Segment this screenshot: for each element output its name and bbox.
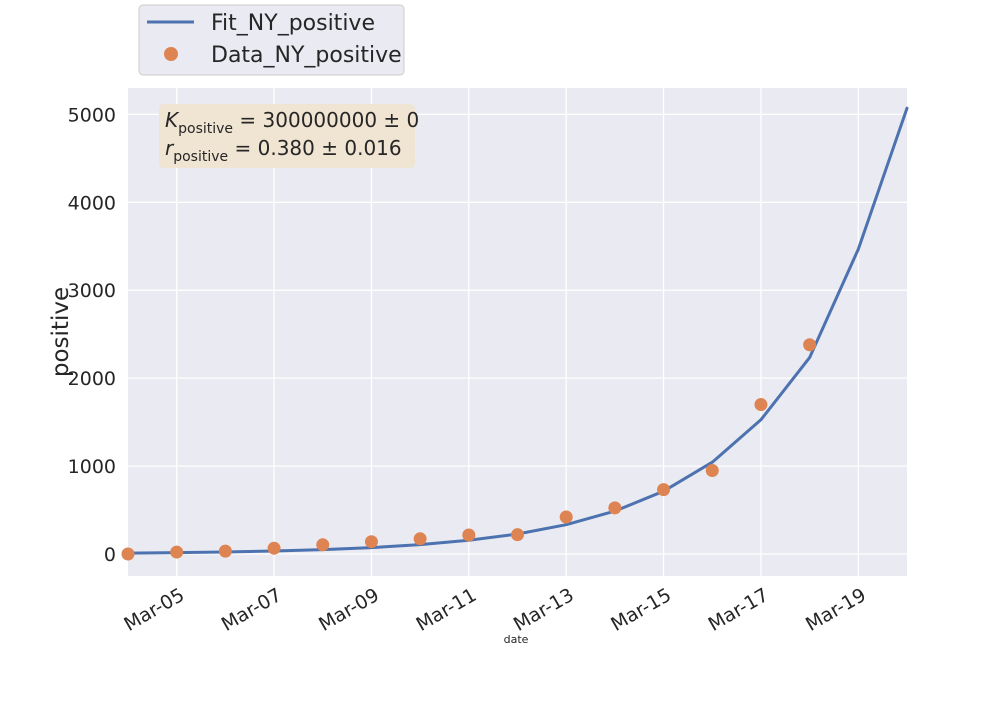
y-tick-label: 2000 [68, 368, 116, 390]
k-value: = 300000000 ± 0 [233, 108, 419, 132]
fit-annotation: Kpositive = 300000000 ± 0 rpositive = 0.… [159, 104, 419, 168]
y-tick-label: 0 [104, 544, 116, 566]
x-axis-label: date [504, 633, 529, 646]
annotation-k-line: Kpositive = 300000000 ± 0 [165, 108, 419, 137]
data-point [170, 545, 184, 559]
r-value: = 0.380 ± 0.016 [228, 136, 401, 160]
annotation-box [159, 104, 415, 168]
data-point [121, 547, 135, 561]
grid [128, 88, 907, 576]
legend-label-data: Data_NY_positive [211, 43, 402, 68]
x-tick-label: Mar-07 [218, 584, 286, 636]
y-tick-label: 1000 [68, 456, 116, 478]
x-tick-label: Mar-05 [120, 584, 188, 636]
data-series [121, 338, 817, 561]
r-symbol: r [165, 136, 175, 160]
x-tick-label: Mar-15 [607, 584, 675, 636]
r-subscript: positive [173, 149, 228, 165]
x-tick-label: Mar-09 [315, 584, 383, 636]
plot-background [128, 88, 907, 576]
legend-dot-marker [164, 47, 178, 61]
y-axis-label: positive [48, 287, 74, 377]
data-point [608, 501, 622, 515]
y-tick-labels: 0 1000 2000 3000 4000 5000 [68, 104, 116, 566]
data-point [511, 528, 524, 542]
data-point [657, 483, 671, 497]
y-tick-label: 5000 [68, 104, 116, 126]
legend-box [138, 4, 405, 76]
y-tick-label: 4000 [68, 192, 116, 214]
k-subscript: positive [178, 121, 233, 137]
data-point [754, 398, 768, 412]
x-tick-label: Mar-11 [412, 584, 480, 636]
data-point [267, 541, 281, 555]
legend-label-fit: Fit_NY_positive [211, 11, 375, 36]
data-point [364, 535, 378, 549]
data-point [559, 510, 573, 524]
data-point [316, 538, 330, 552]
k-symbol: K [165, 108, 180, 132]
data-point [413, 532, 427, 546]
data-point [705, 463, 719, 477]
data-point [218, 544, 232, 558]
y-tick-label: 3000 [68, 280, 116, 302]
x-tick-labels: Mar-05 Mar-07 Mar-09 Mar-11 Mar-13 Mar-15 Mar-… [120, 584, 869, 636]
x-tick-label: Mar-19 [802, 584, 870, 636]
annotation-r-line: rpositive = 0.380 ± 0.016 [165, 136, 402, 165]
data-point [803, 338, 817, 352]
legend: Fit_NY_positive Data_NY_positive [138, 4, 405, 76]
x-tick-label: Mar-17 [705, 584, 773, 636]
x-tick-label: Mar-13 [510, 584, 578, 636]
data-point [462, 528, 476, 542]
